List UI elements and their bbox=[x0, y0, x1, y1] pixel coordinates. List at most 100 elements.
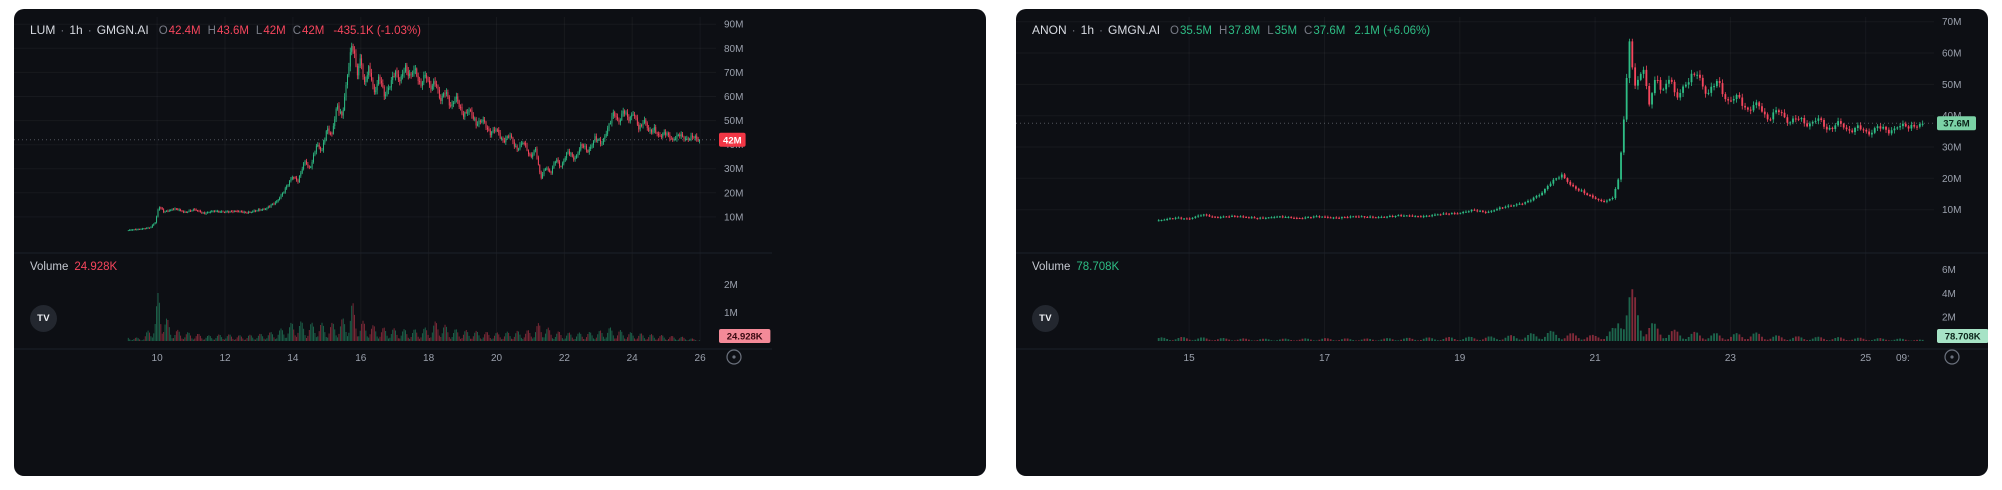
up-candle-bodies bbox=[1157, 41, 1924, 222]
volume-legend: Volume 78.708K bbox=[1032, 261, 1119, 273]
volume-label: Volume bbox=[30, 261, 69, 273]
price-tick-label: 80M bbox=[724, 44, 743, 55]
open-value: 35.5M bbox=[1180, 25, 1212, 37]
price-tick-label: 90M bbox=[724, 20, 743, 31]
time-tick-label: 18 bbox=[423, 353, 435, 364]
price-axis[interactable]: 70M60M50M40M30M20M10M6M4M2M bbox=[1942, 17, 1961, 324]
separator-icon: · bbox=[1071, 23, 1076, 37]
tradingview-logo[interactable]: TV bbox=[30, 305, 57, 332]
chart-legend: LUM · 1h · GMGN.AI O42.4M H43.6M L42M C42M -… bbox=[30, 23, 421, 37]
change-value: -435.1K (-1.03%) bbox=[333, 25, 421, 37]
low-key: L bbox=[1267, 25, 1274, 37]
open-value: 42.4M bbox=[168, 25, 201, 37]
price-tick-label: 70M bbox=[1942, 17, 1961, 28]
time-tick-label: 10 bbox=[152, 353, 164, 364]
volume-tick-label: 1M bbox=[724, 308, 738, 319]
chart-title: ANON · 1h · GMGN.AI bbox=[1032, 23, 1160, 37]
grid bbox=[1016, 17, 1934, 341]
reset-view-icon[interactable] bbox=[726, 349, 742, 365]
time-tick-label: 19 bbox=[1454, 353, 1466, 364]
price-tick-label: 10M bbox=[724, 212, 743, 223]
up-candle-bodies bbox=[127, 45, 701, 232]
time-tick-label: 15 bbox=[1184, 353, 1196, 364]
interval-label[interactable]: 1h bbox=[69, 23, 83, 37]
last-price-badge: 37.6M bbox=[1937, 116, 1976, 131]
last-volume-badge: 24.928K bbox=[719, 329, 771, 343]
volume-bars-down bbox=[1171, 289, 1918, 341]
price-tick-label: 20M bbox=[724, 188, 743, 199]
close-value: 42M bbox=[302, 25, 325, 37]
time-tick-label: 25 bbox=[1860, 353, 1872, 364]
low-key: L bbox=[255, 25, 263, 37]
time-tick-label: 14 bbox=[287, 353, 299, 364]
volume-tick-label: 2M bbox=[1942, 313, 1956, 324]
price-tick-label: 50M bbox=[1942, 80, 1961, 91]
price-tick-label: 60M bbox=[1942, 49, 1961, 60]
time-tick-label-extra: 09: bbox=[1896, 353, 1910, 364]
open-key: O bbox=[1170, 25, 1179, 37]
chart-panel-anon: 70M60M50M40M30M20M10M6M4M2M1517192123250… bbox=[1016, 9, 1988, 476]
volume-value: 24.928K bbox=[74, 261, 118, 273]
time-tick-label: 17 bbox=[1319, 353, 1331, 364]
volume-value: 78.708K bbox=[1076, 261, 1120, 273]
tradingview-logo[interactable]: TV bbox=[1032, 305, 1059, 332]
time-tick-label: 23 bbox=[1725, 353, 1737, 364]
candlestick-chart-lum[interactable]: 90M80M70M60M50M40M30M20M10M2M1M101214161… bbox=[14, 9, 986, 476]
open-field: O35.5M bbox=[1170, 25, 1212, 37]
last-volume-badge: 78.708K bbox=[1937, 329, 1988, 343]
last-price-badge: 42M bbox=[719, 132, 746, 147]
up-candle-wicks bbox=[1158, 38, 1924, 222]
high-key: H bbox=[207, 25, 216, 37]
price-tick-label: 50M bbox=[724, 116, 743, 127]
volume-legend: Volume 24.928K bbox=[30, 261, 117, 273]
time-tick-label: 12 bbox=[219, 353, 231, 364]
volume-label: Volume bbox=[1032, 261, 1071, 273]
high-value: 37.8M bbox=[1228, 25, 1261, 37]
interval-label[interactable]: 1h bbox=[1080, 23, 1095, 37]
separator-icon: · bbox=[60, 23, 65, 37]
volume-bars-up bbox=[1157, 297, 1924, 341]
price-tick-label: 30M bbox=[1942, 143, 1961, 154]
close-value: 37.6M bbox=[1313, 25, 1346, 37]
time-axis[interactable]: 10 12 14 16 18 20 22 24 26 bbox=[152, 353, 707, 364]
price-tick-label: 60M bbox=[724, 92, 743, 103]
time-tick-label: 24 bbox=[627, 353, 639, 364]
symbol-label: LUM bbox=[30, 23, 56, 37]
time-tick-label: 16 bbox=[355, 353, 367, 364]
svg-text:24.928K: 24.928K bbox=[727, 332, 763, 343]
reset-view-icon[interactable] bbox=[1944, 349, 1960, 365]
time-tick-label: 22 bbox=[559, 353, 571, 364]
low-field: L35M bbox=[1267, 25, 1297, 37]
high-key: H bbox=[1218, 25, 1228, 37]
price-axis[interactable]: 90M80M70M60M50M40M30M20M10M2M1M bbox=[724, 20, 743, 320]
source-label: GMGN.AI bbox=[96, 23, 149, 37]
close-key: C bbox=[292, 25, 302, 37]
close-field: C37.6M bbox=[1304, 25, 1345, 37]
change-value: 2.1M (+6.06%) bbox=[1354, 25, 1431, 37]
volume-tick-label: 4M bbox=[1942, 289, 1956, 300]
chart-title: LUM · 1h · GMGN.AI bbox=[30, 23, 149, 37]
volume-bars-down bbox=[134, 303, 699, 341]
volume-bars-up bbox=[127, 293, 701, 341]
grid bbox=[14, 17, 716, 341]
down-candle-bodies bbox=[134, 45, 699, 231]
high-field: H43.6M bbox=[208, 25, 249, 37]
candlestick-chart-anon[interactable]: 70M60M50M40M30M20M10M6M4M2M1517192123250… bbox=[1016, 9, 1988, 476]
price-tick-label: 70M bbox=[724, 68, 743, 79]
svg-text:42M: 42M bbox=[723, 135, 742, 146]
price-tick-label: 10M bbox=[1942, 205, 1961, 216]
tradingview-logo-text: TV bbox=[37, 313, 50, 324]
low-field: L42M bbox=[256, 25, 286, 37]
price-tick-label: 30M bbox=[724, 164, 743, 175]
price-tick-label: 20M bbox=[1942, 174, 1961, 185]
open-field: O42.4M bbox=[159, 25, 201, 37]
high-value: 43.6M bbox=[216, 25, 249, 37]
svg-text:37.6M: 37.6M bbox=[1943, 119, 1969, 130]
time-axis[interactable]: 15 17 19 21 23 25 09: bbox=[1184, 353, 1910, 364]
separator-icon: · bbox=[87, 23, 92, 37]
svg-text:78.708K: 78.708K bbox=[1945, 332, 1981, 343]
chart-panel-lum: 90M80M70M60M50M40M30M20M10M2M1M101214161… bbox=[14, 9, 986, 476]
low-value: 42M bbox=[263, 25, 286, 37]
time-tick-label: 20 bbox=[491, 353, 503, 364]
